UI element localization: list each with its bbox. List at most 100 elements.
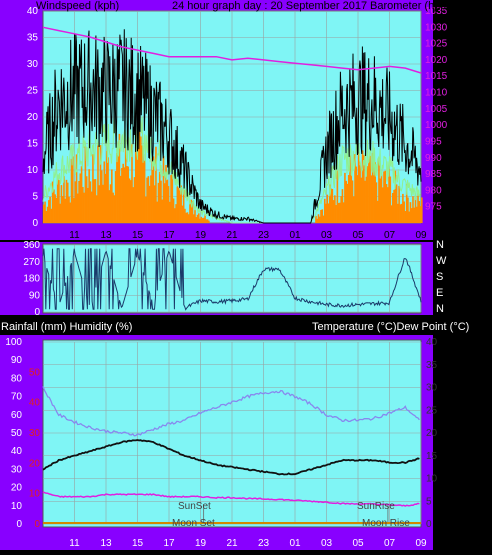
- wind-bar: [59, 203, 61, 223]
- wind-bar: [157, 182, 160, 223]
- wind-y-tick: 10: [27, 165, 39, 176]
- wind-bar: [337, 202, 340, 223]
- wind-bar: [92, 154, 94, 223]
- wind-bar: [330, 188, 332, 223]
- wind-bar: [320, 209, 322, 223]
- wind-bar: [316, 218, 319, 223]
- wind-bar: [345, 180, 347, 223]
- wind-bar: [350, 175, 353, 223]
- wind-x-tick: 05: [352, 230, 364, 241]
- wind-bar: [90, 191, 93, 223]
- wind-bar: [374, 162, 376, 223]
- wind-bar: [111, 169, 113, 223]
- wind-bar: [124, 139, 127, 223]
- wind-x-tick: 09: [415, 230, 427, 241]
- wind-bar: [384, 170, 387, 223]
- barometer-series: [42, 26, 422, 74]
- compass-n-top: N: [436, 239, 444, 251]
- wind-bar: [194, 209, 196, 223]
- wind-bar: [354, 154, 356, 223]
- wind-bar: [114, 171, 117, 223]
- wind-x-tick: 17: [163, 230, 175, 241]
- barometer-y-tick: 980: [425, 185, 442, 196]
- humidity-y-tick: 20: [11, 483, 23, 494]
- wind-bar: [200, 216, 203, 223]
- wind-bar: [79, 173, 82, 223]
- dew-point-series: [42, 491, 420, 507]
- wind-bar: [102, 184, 104, 223]
- moonrise-label: Moon Rise: [362, 518, 410, 529]
- windspeed-axis-label: Windspeed (kph): [36, 0, 119, 12]
- wind-y-tick: 0: [32, 218, 38, 229]
- direction-y-tick: 90: [29, 290, 41, 301]
- wind-bar: [395, 184, 398, 223]
- wind-bar: [148, 185, 151, 223]
- wind-bar: [206, 219, 209, 223]
- wind-bar: [332, 200, 335, 223]
- wind-bar: [355, 166, 358, 223]
- graph-title: 24 hour graph day : 20 September 2017: [172, 0, 367, 12]
- wind-bar: [142, 153, 145, 223]
- wind-bar: [344, 172, 346, 223]
- wind-bar: [155, 146, 157, 223]
- wind-x-tick: 07: [384, 230, 396, 241]
- wind-bar: [43, 204, 45, 223]
- wind-bar: [95, 195, 98, 223]
- wind-y-tick: 40: [27, 6, 39, 17]
- temp-x-tick: 11: [69, 538, 80, 549]
- wind-y-tick: 15: [27, 139, 39, 150]
- wind-bar: [165, 165, 167, 223]
- wind-bar: [160, 180, 162, 223]
- barometer-y-tick: 1000: [425, 120, 448, 131]
- wind-bar: [170, 175, 172, 223]
- humidity-y-tick: 10: [11, 501, 23, 512]
- wind-bar: [167, 186, 170, 223]
- wind-bar: [318, 216, 321, 223]
- wind-bar: [404, 211, 407, 223]
- wind-bar: [393, 189, 395, 223]
- wind-bar: [203, 217, 205, 223]
- wind-bar: [341, 189, 344, 223]
- wind-bar: [196, 214, 199, 223]
- wind-bar: [64, 198, 67, 223]
- temp-x-tick: 21: [226, 538, 238, 549]
- temp-x-tick: 17: [163, 538, 175, 549]
- wind-bar: [45, 210, 48, 223]
- humidity-y-tick: 40: [11, 446, 23, 457]
- wind-bar: [49, 196, 51, 223]
- wind-bar: [352, 196, 355, 223]
- wind-bar: [378, 157, 380, 223]
- wind-y-tick: 5: [32, 192, 38, 203]
- wind-bar: [421, 197, 423, 223]
- wind-bar: [169, 201, 171, 223]
- wind-bar: [360, 177, 363, 223]
- wind-bar: [392, 192, 394, 223]
- wind-bar: [413, 207, 416, 223]
- humidity-y-tick: 70: [11, 392, 23, 403]
- wind-bar: [161, 199, 164, 223]
- wind-bar: [104, 173, 107, 223]
- wind-bar: [388, 168, 390, 223]
- barometer-y-tick: 1020: [425, 55, 448, 66]
- wind-bar: [51, 181, 54, 223]
- wind-bar: [317, 214, 320, 223]
- wind-bar: [414, 195, 417, 223]
- compass-w: W: [436, 255, 447, 267]
- wind-bar: [176, 185, 179, 223]
- wind-bar: [146, 177, 148, 223]
- wind-bar: [140, 136, 142, 223]
- wind-bar: [175, 204, 177, 223]
- wind-bar: [208, 220, 210, 223]
- temperature-series: [42, 439, 420, 476]
- wind-bar: [415, 206, 418, 223]
- wind-bar: [182, 189, 185, 223]
- wind-bar: [184, 208, 186, 223]
- wind-bar: [128, 178, 131, 223]
- wind-bar: [71, 156, 74, 223]
- wind-bar: [132, 187, 135, 223]
- wind-bar: [46, 206, 49, 223]
- wind-x-tick: 19: [195, 230, 207, 241]
- wind-bar: [174, 208, 176, 223]
- wind-y-tick: 35: [27, 33, 39, 44]
- wind-bar: [379, 178, 382, 223]
